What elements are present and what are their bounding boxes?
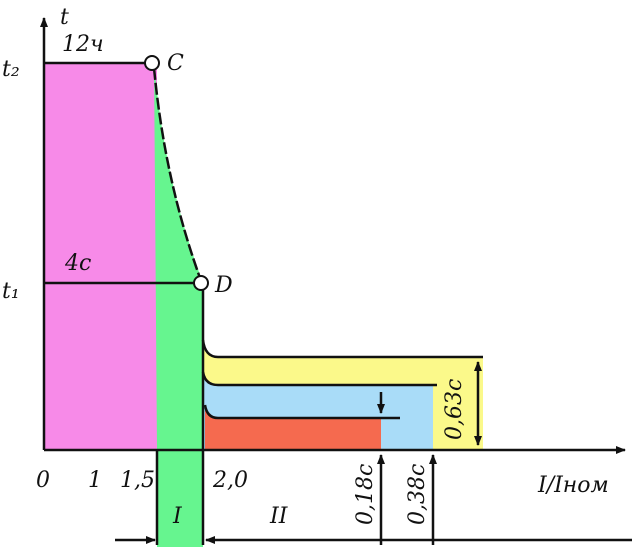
x-tick-label: 0 (36, 468, 50, 493)
axes (40, 17, 632, 545)
point-d-label: D (214, 273, 233, 298)
point-c (144, 55, 160, 71)
t1-label: t₁ (2, 279, 20, 304)
point-d (193, 275, 209, 291)
curve-018 (203, 404, 400, 420)
t2-label: t₂ (2, 57, 20, 82)
regions (44, 63, 483, 547)
green-region (154, 63, 203, 547)
time-label: 0,38с (405, 464, 430, 525)
c-d-curve (152, 67, 202, 279)
x-axis-label: I/Iном (537, 473, 609, 498)
zone-1-label: I (172, 504, 183, 529)
curves (44, 55, 483, 545)
labels: t t₂ t₁ 12ч 4с C D 0 1 1,5 2,0 I/Iном I … (2, 5, 609, 529)
point-c-label: C (167, 51, 184, 76)
t2-note: 12ч (62, 32, 104, 57)
x-tick-label: 2,0 (212, 468, 248, 493)
zone-2-label: II (269, 504, 289, 529)
y-axis-label: t (60, 5, 69, 30)
x-tick-label: 1 (88, 468, 102, 493)
time-label: 0,18с (353, 464, 378, 525)
t1-note: 4с (64, 251, 91, 276)
time-label: 0,63с (442, 379, 467, 440)
pink-region (44, 63, 157, 450)
curve-063 (201, 339, 483, 359)
x-tick-label: 1,5 (120, 468, 155, 493)
